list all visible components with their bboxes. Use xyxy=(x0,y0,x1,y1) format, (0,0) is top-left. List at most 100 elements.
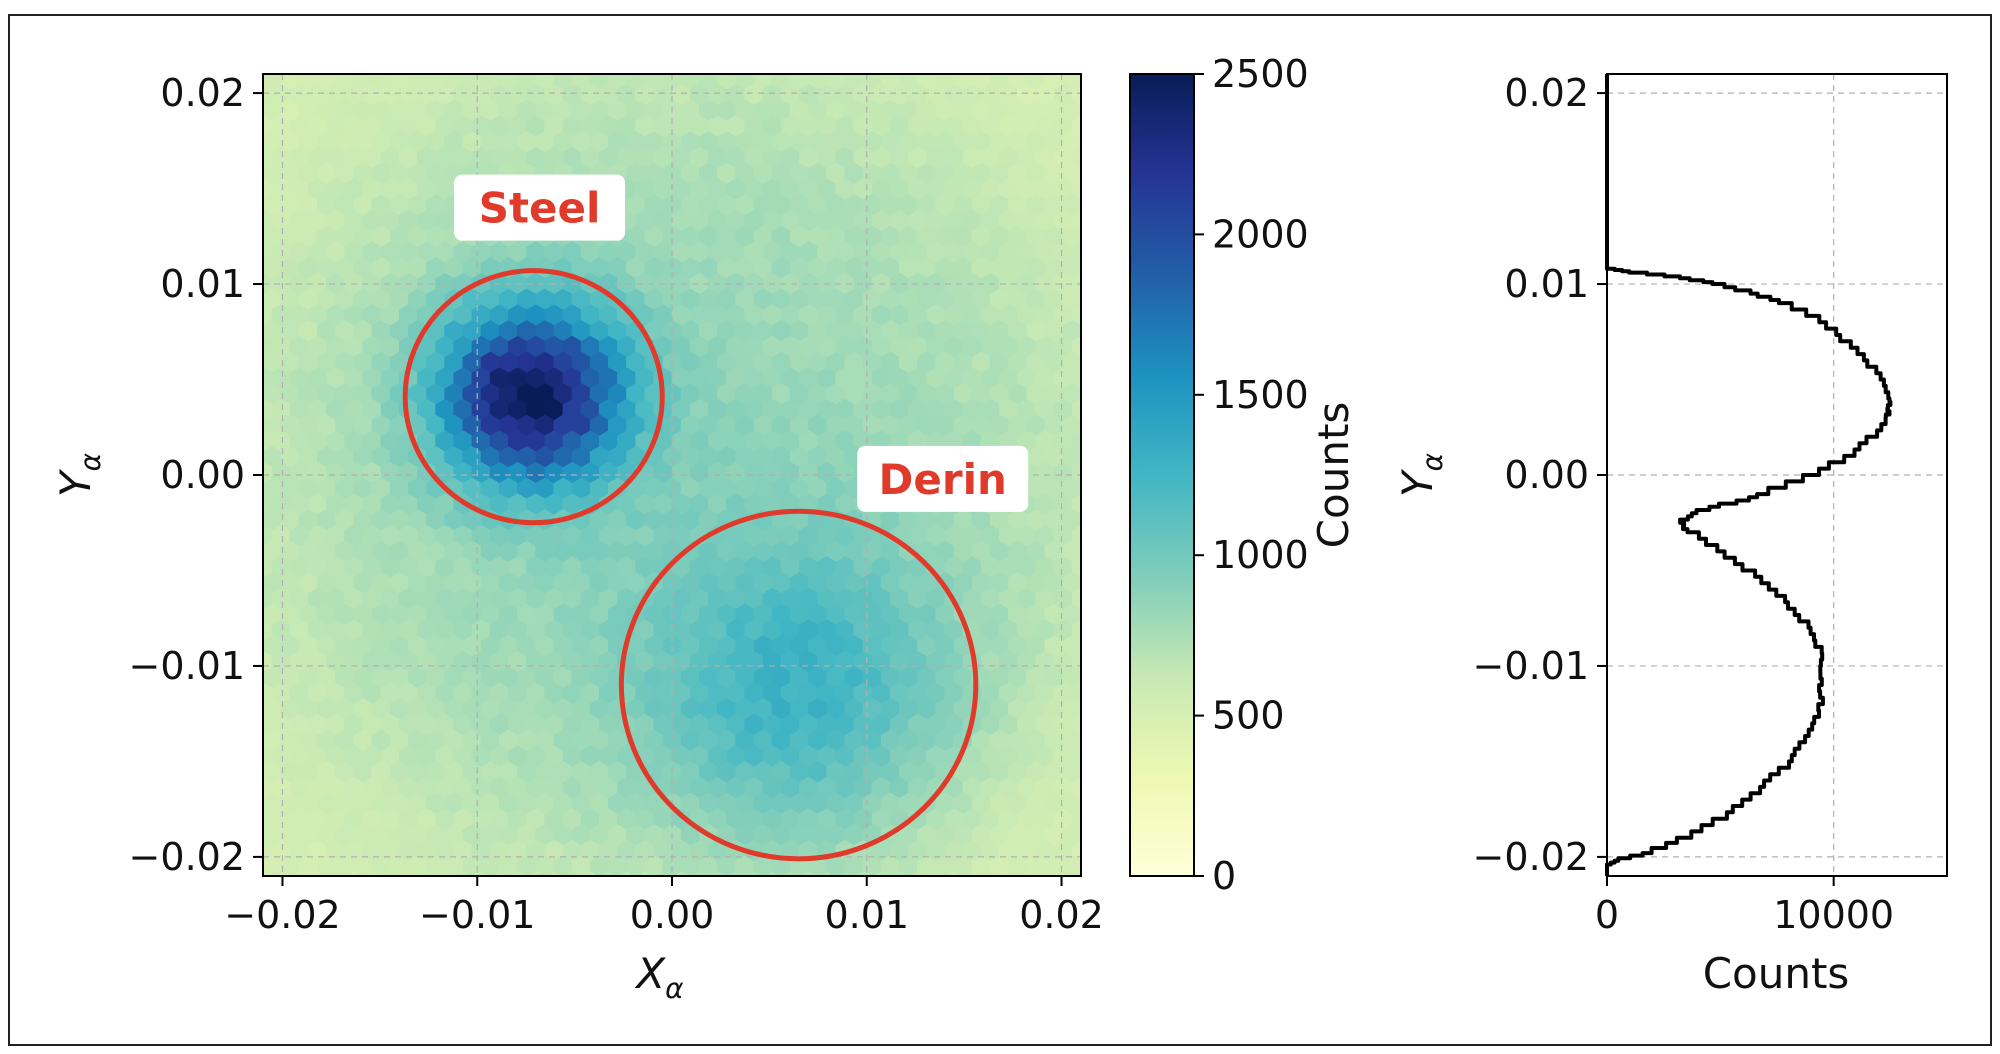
hexbin-cell xyxy=(799,241,819,264)
hexbin-cell xyxy=(280,446,300,469)
hexbin-cell xyxy=(489,619,509,642)
hexbin-cell xyxy=(789,761,810,784)
hexbin-cell xyxy=(263,477,282,500)
hexbin-cell xyxy=(1062,383,1081,406)
hexbin-cell xyxy=(762,178,782,201)
hexbin-cell xyxy=(771,666,791,689)
hexbin-cell xyxy=(780,524,800,548)
hexbin-cell xyxy=(1008,257,1028,280)
hexbin-cell xyxy=(744,587,764,611)
hexbin-cell xyxy=(799,808,819,831)
hexbin-cell xyxy=(717,666,737,689)
hexbin-cell xyxy=(717,855,737,876)
hexbin-cell xyxy=(899,603,919,626)
hexbin-cell xyxy=(899,509,919,532)
hexbin-cell xyxy=(962,808,982,831)
main-x-tick-label: 0.02 xyxy=(1019,893,1104,937)
hexbin-cell xyxy=(471,115,491,138)
hexbin-cell xyxy=(344,493,364,516)
hexbin-cell xyxy=(235,745,254,767)
hexbin-cell xyxy=(799,776,819,800)
hexbin-cell xyxy=(526,461,546,485)
hexbin-cell xyxy=(762,398,782,422)
hexbin-cell xyxy=(817,682,837,705)
hexbin-cell xyxy=(817,524,837,548)
hexbin-cell xyxy=(544,619,564,642)
hexbin-cell xyxy=(917,635,937,658)
hexbin-cell xyxy=(580,556,600,579)
hexbin-cell xyxy=(598,115,619,138)
hexbin-cell xyxy=(917,320,937,343)
hexbin-cell xyxy=(817,146,837,170)
hexbin-cell xyxy=(398,83,419,107)
hexbin-cell xyxy=(280,603,300,626)
hexbin-cell xyxy=(289,178,309,201)
hexbin-cell xyxy=(307,556,328,579)
hexbin-cell xyxy=(853,713,873,737)
hexbin-cell xyxy=(553,540,573,563)
hexbin-cell xyxy=(689,461,710,485)
hexbin-cell xyxy=(917,74,937,91)
hexbin-cell xyxy=(980,304,1001,327)
hexbin-cell xyxy=(1080,199,1081,211)
hexbin-cell xyxy=(408,540,428,563)
hexbin-cell xyxy=(535,729,555,752)
hexbin-cell xyxy=(744,524,764,548)
hexbin-cell xyxy=(263,666,282,689)
hexbin-cell xyxy=(871,650,891,674)
hexbin-cell xyxy=(509,871,526,876)
hexbin-cell xyxy=(271,650,291,674)
hexbin-cell xyxy=(508,398,528,422)
hexbin-cell xyxy=(1044,855,1064,876)
hexbin-cell xyxy=(662,666,682,689)
hexbin-cell xyxy=(1044,477,1064,500)
hexbin-cell xyxy=(398,493,419,516)
hexbin-cell xyxy=(335,383,355,406)
hexbin-cell xyxy=(571,761,591,784)
hexbin-cell xyxy=(480,855,500,876)
hexbin-cell xyxy=(662,698,682,721)
hexbin-cell xyxy=(335,855,355,876)
hexbin-cell xyxy=(708,209,728,233)
histogram-y-axis-label: Yα xyxy=(1393,452,1449,497)
hexbin-cell xyxy=(880,414,900,437)
hexbin-cell xyxy=(1062,855,1081,876)
hexbin-cell xyxy=(989,383,1010,406)
hexbin-cell xyxy=(598,430,619,453)
hexbin-cell xyxy=(873,871,890,876)
hexbin-cell xyxy=(989,698,1010,721)
hexbin-cell xyxy=(535,74,555,91)
hexbin-cell xyxy=(653,524,673,548)
hexbin-cell xyxy=(953,99,973,122)
colorbar-gradient xyxy=(1130,74,1194,876)
hexbin-cell xyxy=(362,650,382,674)
hexbin-cell xyxy=(699,477,719,500)
hexbin-cell xyxy=(799,713,819,737)
hexbin-cell xyxy=(962,367,982,390)
hexbin-cell xyxy=(699,698,719,721)
hexbin-cell xyxy=(353,509,373,532)
hexbin-cell xyxy=(626,572,646,595)
hexbin-cell xyxy=(571,414,591,437)
hexbin-cell xyxy=(516,74,519,75)
hexbin-cell xyxy=(271,398,291,422)
hexbin-cell xyxy=(263,146,273,170)
hexbin-cell xyxy=(617,241,637,264)
hexbin-cell xyxy=(589,824,610,847)
hexbin-cell xyxy=(708,335,728,359)
hexbin-cell xyxy=(1026,855,1046,876)
hexbin-cell xyxy=(635,209,655,233)
hexbin-cell xyxy=(680,729,700,752)
hexbin-cell xyxy=(553,729,573,752)
hexbin-cell xyxy=(826,414,846,437)
hexbin-cell xyxy=(799,682,819,705)
hexbin-cell xyxy=(717,74,737,91)
hexbin-cell xyxy=(808,729,828,752)
hexbin-cell xyxy=(1080,136,1081,148)
annotation-circle-steel xyxy=(402,268,665,526)
hexbin-cell xyxy=(908,115,928,138)
hexbin-cell xyxy=(789,729,810,752)
hexbin-cell xyxy=(544,682,564,705)
hexbin-cell xyxy=(307,682,328,705)
hexbin-cell xyxy=(855,871,872,876)
